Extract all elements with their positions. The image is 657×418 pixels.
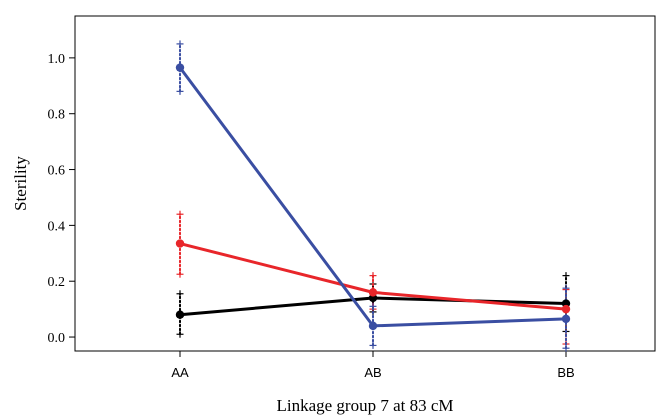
y-tick-label: 0.4 [48,219,66,234]
y-tick-label: 0.2 [48,275,66,290]
axis-labels: Linkage group 7 at 83 cM Sterility [11,156,454,415]
data-point [175,310,185,319]
series-points [175,63,571,331]
axes: 0.0 0.2 0.4 0.6 0.8 1.0 AA AB BB [48,15,656,380]
data-point [561,304,571,314]
data-point [368,321,378,331]
plot-frame [74,15,656,352]
data-point [368,288,378,297]
y-tick-label: 0.6 [48,164,66,179]
y-tick-label: 0.8 [48,108,66,123]
data-point [561,314,571,324]
y-tick-label: 0.0 [48,331,66,346]
x-tick-label: AB [364,365,381,380]
x-tick-label: AA [171,365,189,380]
y-axis-label: Sterility [11,156,30,211]
data-point [175,239,185,248]
y-tick-label: 1.0 [48,52,66,67]
x-axis-label: Linkage group 7 at 83 cM [276,396,453,415]
data-point [175,63,185,72]
x-tick-label: BB [557,365,574,380]
